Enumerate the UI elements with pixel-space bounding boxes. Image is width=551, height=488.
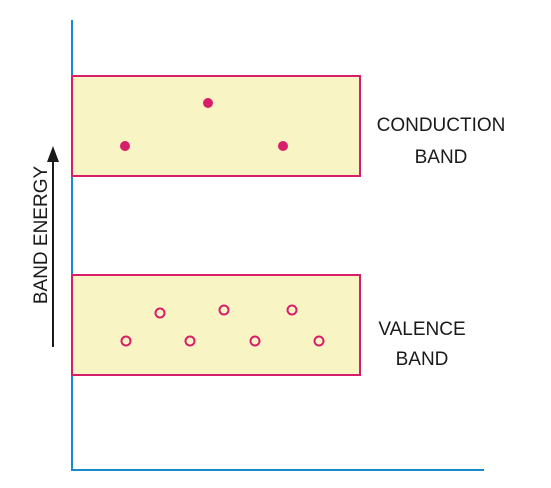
valence-band-label-line1: VALENCE (378, 319, 465, 340)
hole-circle (218, 304, 230, 316)
hole-circle (249, 335, 261, 347)
electron-dot (203, 98, 213, 108)
conduction-band-label-line2: BAND (415, 147, 468, 168)
conduction-band-label-line1: CONDUCTION (377, 115, 506, 136)
conduction-band-rect (71, 75, 361, 177)
hole-circle (286, 304, 298, 316)
y-axis-label-group: BAND ENERGY (31, 146, 59, 347)
electron-dot (278, 141, 288, 151)
hole-circle (313, 335, 325, 347)
hole-circle (154, 307, 166, 319)
hole-circle (120, 335, 132, 347)
electron-dot (120, 141, 130, 151)
conduction-band (71, 75, 361, 177)
y-axis-label: BAND ENERGY (31, 166, 52, 305)
valence-band-label-line2: BAND (396, 349, 449, 370)
valence-band-rect (71, 274, 361, 376)
valence-band (71, 274, 361, 376)
energy-arrow-head (47, 146, 59, 162)
hole-circle (184, 335, 196, 347)
